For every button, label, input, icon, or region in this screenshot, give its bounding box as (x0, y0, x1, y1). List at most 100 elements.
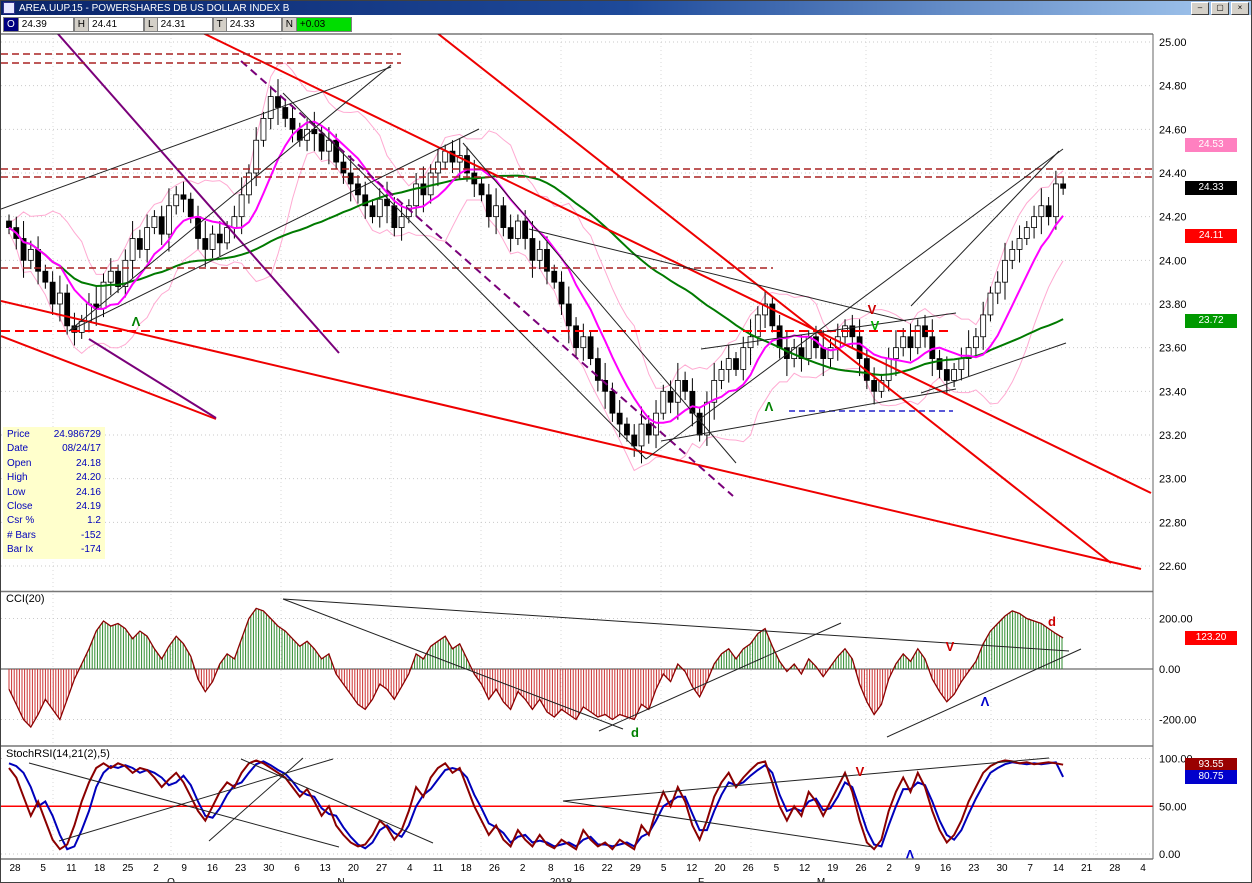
app-icon (3, 2, 15, 14)
window-title: AREA.UUP.15 - POWERSHARES DB US DOLLAR I… (19, 2, 290, 14)
svg-text:5: 5 (661, 863, 667, 874)
price-axis-tag: 23.72 (1185, 314, 1237, 329)
svg-text:16: 16 (940, 863, 952, 874)
svg-text:0.00: 0.00 (1159, 849, 1180, 861)
window-titlebar[interactable]: AREA.UUP.15 - POWERSHARES DB US DOLLAR I… (1, 1, 1251, 15)
svg-text:V: V (871, 318, 880, 333)
svg-text:5: 5 (774, 863, 780, 874)
quote-last-label: T (212, 16, 227, 32)
minimize-button[interactable]: – (1191, 1, 1209, 15)
svg-text:24.80: 24.80 (1159, 81, 1187, 93)
svg-text:9: 9 (915, 863, 921, 874)
svg-text:2: 2 (153, 863, 159, 874)
svg-text:14: 14 (1053, 863, 1065, 874)
svg-text:26: 26 (489, 863, 501, 874)
stoch-value-tag: 80.75 (1185, 769, 1237, 784)
svg-text:11: 11 (66, 863, 77, 874)
quote-open-value: 24.39 (18, 16, 74, 32)
svg-text:30: 30 (996, 863, 1008, 874)
info-row: Close 24.19 (7, 501, 101, 513)
svg-text:22.80: 22.80 (1159, 517, 1187, 529)
svg-text:O: O (167, 877, 175, 883)
svg-text:18: 18 (461, 863, 473, 874)
svg-text:25.00: 25.00 (1159, 37, 1187, 49)
svg-text:100.00: 100.00 (1159, 754, 1193, 766)
svg-text:V: V (946, 639, 955, 654)
close-button[interactable]: × (1231, 1, 1249, 15)
info-row: Price 24.986729 (7, 429, 101, 440)
svg-text:4: 4 (1140, 863, 1146, 874)
svg-text:23.00: 23.00 (1159, 474, 1187, 486)
info-row: High 24.20 (7, 472, 101, 484)
price-axis-tag: 24.33 (1185, 181, 1237, 196)
svg-text:M: M (817, 877, 825, 883)
svg-text:4: 4 (407, 863, 413, 874)
svg-text:2018: 2018 (550, 877, 573, 883)
quote-bar: O 24.39 H 24.41 L 24.31 T 24.33 N +0.03 (1, 15, 1251, 33)
svg-text:2: 2 (520, 863, 526, 874)
svg-text:26: 26 (743, 863, 755, 874)
maximize-button[interactable]: ▢ (1211, 1, 1229, 15)
svg-text:0.00: 0.00 (1159, 664, 1180, 676)
info-row: Open 24.18 (7, 457, 101, 469)
price-axis-tag: 24.53 (1185, 137, 1237, 152)
svg-text:-200.00: -200.00 (1159, 715, 1196, 727)
svg-text:200.00: 200.00 (1159, 614, 1193, 626)
price-axis-tag: 24.11 (1185, 229, 1237, 244)
cursor-info-box: Price 24.986729 Date 08/24/17 Open 24.18 Hi… (3, 427, 105, 559)
info-row: # Bars -152 (7, 529, 101, 541)
quote-high-value: 24.41 (89, 16, 145, 32)
svg-text:24.00: 24.00 (1159, 255, 1187, 267)
stoch-value-tag: 93.55 (1185, 757, 1237, 772)
svg-text:23.40: 23.40 (1159, 386, 1187, 398)
svg-text:d: d (631, 725, 639, 740)
svg-text:26: 26 (855, 863, 867, 874)
svg-text:23.60: 23.60 (1159, 343, 1187, 355)
svg-text:23.80: 23.80 (1159, 299, 1187, 311)
svg-text:24.60: 24.60 (1159, 124, 1187, 136)
svg-text:Λ: Λ (906, 847, 915, 862)
svg-text:28: 28 (9, 863, 21, 874)
svg-text:20: 20 (714, 863, 726, 874)
quote-low-label: L (144, 16, 158, 32)
info-row: Csr % 1.2 (7, 515, 101, 527)
quote-net-label: N (281, 16, 297, 32)
svg-text:Λ: Λ (981, 694, 990, 709)
svg-text:Λ: Λ (765, 399, 774, 414)
svg-text:d: d (1048, 614, 1056, 629)
svg-text:25: 25 (122, 863, 134, 874)
svg-text:N: N (337, 877, 344, 883)
svg-text:6: 6 (294, 863, 300, 874)
svg-text:13: 13 (320, 863, 332, 874)
svg-text:V: V (868, 302, 877, 317)
svg-text:11: 11 (433, 863, 444, 874)
info-row: Bar Ix -174 (7, 544, 101, 556)
svg-text:28: 28 (1109, 863, 1121, 874)
svg-text:23: 23 (968, 863, 980, 874)
svg-text:8: 8 (548, 863, 554, 874)
svg-text:12: 12 (686, 863, 698, 874)
svg-text:27: 27 (376, 863, 388, 874)
quote-net-value: +0.03 (296, 16, 352, 32)
quote-high-label: H (73, 16, 90, 32)
svg-text:16: 16 (207, 863, 219, 874)
svg-text:19: 19 (827, 863, 839, 874)
window-controls: – ▢ × (1191, 1, 1249, 15)
svg-text:24.40: 24.40 (1159, 168, 1187, 180)
svg-text:12: 12 (799, 863, 811, 874)
svg-text:16: 16 (573, 863, 585, 874)
svg-text:24.20: 24.20 (1159, 212, 1187, 224)
svg-text:22.60: 22.60 (1159, 561, 1187, 573)
svg-text:29: 29 (630, 863, 642, 874)
stoch-pane-label: StochRSI(14,21(2),5) (4, 748, 112, 760)
quote-open-label: O (3, 16, 19, 32)
svg-text:30: 30 (263, 863, 275, 874)
svg-text:9: 9 (181, 863, 187, 874)
svg-text:23: 23 (235, 863, 247, 874)
svg-text:18: 18 (94, 863, 106, 874)
svg-text:5: 5 (40, 863, 46, 874)
svg-text:23.20: 23.20 (1159, 430, 1187, 442)
svg-text:20: 20 (348, 863, 360, 874)
